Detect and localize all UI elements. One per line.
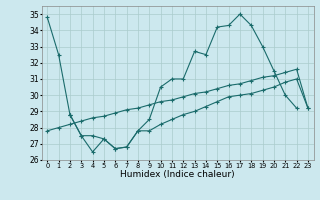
X-axis label: Humidex (Indice chaleur): Humidex (Indice chaleur): [120, 170, 235, 179]
